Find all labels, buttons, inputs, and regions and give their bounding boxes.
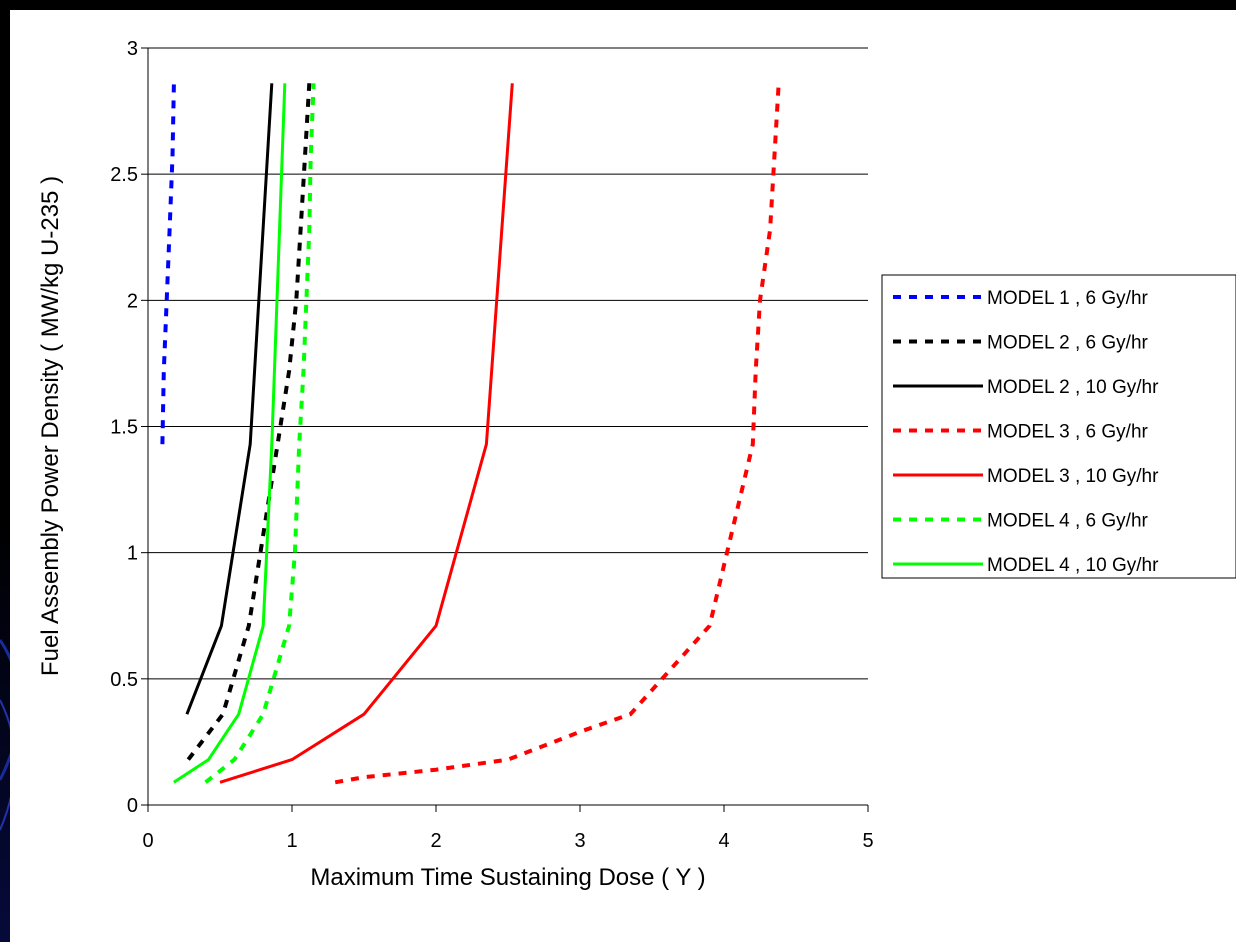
- y-tick-label-1: 0.5: [110, 669, 138, 691]
- y-axis-title: Fuel Assembly Power Density ( MW/kg U-23…: [37, 176, 64, 676]
- series-layer: [160, 83, 781, 785]
- legend-label-5: MODEL 3 , 10 Gy/hr: [987, 466, 1159, 487]
- series-line-4: [334, 83, 781, 785]
- x-tick-label-1: 1: [286, 830, 297, 852]
- series-line-5: [219, 83, 514, 784]
- y-tick-labels: 0 0.5 1 1.5 2 2.5 3: [110, 38, 138, 817]
- y-tick-label-2: 1: [127, 543, 138, 565]
- legend-box: [881, 274, 1236, 579]
- legend-label-3: MODEL 2 , 10 Gy/hr: [987, 377, 1159, 398]
- legend-label-1: MODEL 1 , 6 Gy/hr: [987, 288, 1149, 309]
- legend-label-2: MODEL 2 , 6 Gy/hr: [987, 333, 1149, 354]
- series-line-3: [185, 83, 274, 715]
- x-tick-label-2: 2: [430, 830, 441, 852]
- x-axis-title: Maximum Time Sustaining Dose ( Y ): [310, 864, 705, 891]
- legend-label-7: MODEL 4 , 10 Gy/hr: [987, 555, 1159, 576]
- x-tick-label-4: 4: [718, 830, 729, 852]
- y-tick-label-3: 1.5: [110, 417, 138, 439]
- series-line-7: [173, 83, 287, 784]
- x-tick-labels: 0 1 2 3 4 5: [142, 830, 873, 852]
- y-tick-label-0: 0: [127, 795, 138, 817]
- x-tick-label-3: 3: [574, 830, 585, 852]
- legend-label-4: MODEL 3 , 6 Gy/hr: [987, 422, 1149, 443]
- y-tick-label-5: 2.5: [110, 164, 138, 186]
- legend: MODEL 1 , 6 Gy/hr MODEL 2 , 6 Gy/hr MODEL …: [881, 274, 1236, 579]
- y-tick-label-4: 2: [127, 290, 138, 312]
- series-line-2: [186, 83, 312, 761]
- legend-label-6: MODEL 4 , 6 Gy/hr: [987, 511, 1149, 532]
- x-tick-label-5: 5: [862, 830, 873, 852]
- x-tick-label-0: 0: [142, 830, 153, 852]
- gridlines: [148, 47, 868, 680]
- y-tick-label-6: 3: [127, 38, 138, 60]
- series-line-1: [160, 83, 176, 445]
- axes: [141, 47, 869, 812]
